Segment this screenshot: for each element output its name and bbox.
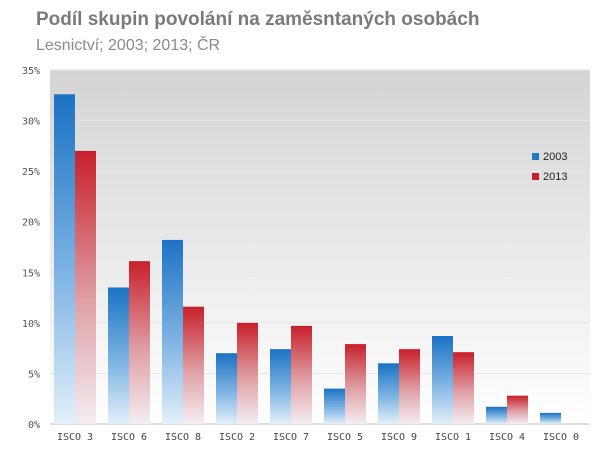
y-tick-label: 0% bbox=[28, 420, 40, 431]
x-tick-label: ISCO 1 bbox=[435, 432, 471, 443]
bar-2013-isco-6 bbox=[129, 261, 150, 424]
y-tick-label: 20% bbox=[22, 218, 40, 229]
chart-subtitle: Lesnictví; 2003; 2013; ČR bbox=[36, 37, 221, 54]
legend-swatch-2003 bbox=[532, 153, 539, 160]
x-tick-label: ISCO 2 bbox=[219, 432, 255, 443]
bar-2013-isco-8 bbox=[183, 306, 204, 424]
y-tick-label: 25% bbox=[22, 167, 40, 178]
y-tick-label: 5% bbox=[28, 369, 40, 380]
legend-label-2013: 2013 bbox=[543, 171, 567, 183]
bar-2003-isco-5 bbox=[324, 388, 345, 424]
y-tick-label: 30% bbox=[22, 117, 40, 128]
bar-2003-isco-0 bbox=[540, 412, 561, 424]
legend-swatch-2013 bbox=[532, 173, 539, 180]
bar-2003-isco-4 bbox=[486, 406, 507, 424]
y-tick-label: 35% bbox=[22, 66, 40, 77]
bar-2013-isco-9 bbox=[399, 349, 420, 424]
legend-label-2003: 2003 bbox=[543, 151, 567, 163]
bar-2013-isco-4 bbox=[507, 395, 528, 424]
x-tick-label: ISCO 0 bbox=[543, 432, 579, 443]
bar-2003-isco-6 bbox=[108, 287, 129, 424]
bar-2003-isco-8 bbox=[162, 239, 183, 424]
x-tick-label: ISCO 7 bbox=[273, 432, 309, 443]
x-tick-label: ISCO 9 bbox=[381, 432, 417, 443]
bar-2013-isco-5 bbox=[345, 344, 366, 424]
bar-2013-isco-3 bbox=[75, 150, 96, 424]
x-tick-label: ISCO 6 bbox=[111, 432, 147, 443]
bar-2003-isco-9 bbox=[378, 363, 399, 424]
bar-2013-isco-7 bbox=[291, 325, 312, 424]
y-tick-label: 15% bbox=[22, 268, 40, 279]
bar-2013-isco-1 bbox=[453, 352, 474, 424]
bar-2013-isco-2 bbox=[237, 322, 258, 424]
x-tick-label: ISCO 4 bbox=[489, 432, 525, 443]
bar-2003-isco-1 bbox=[432, 336, 453, 424]
bar-2003-isco-7 bbox=[270, 349, 291, 424]
chart-title: Podíl skupin povolání na zaměsntaných os… bbox=[36, 9, 480, 30]
x-tick-label: ISCO 5 bbox=[327, 432, 363, 443]
bar-2003-isco-3 bbox=[54, 94, 75, 424]
x-tick-label: ISCO 3 bbox=[57, 432, 93, 443]
y-tick-label: 10% bbox=[22, 319, 40, 330]
bar-2003-isco-2 bbox=[216, 353, 237, 424]
x-tick-label: ISCO 8 bbox=[165, 432, 201, 443]
